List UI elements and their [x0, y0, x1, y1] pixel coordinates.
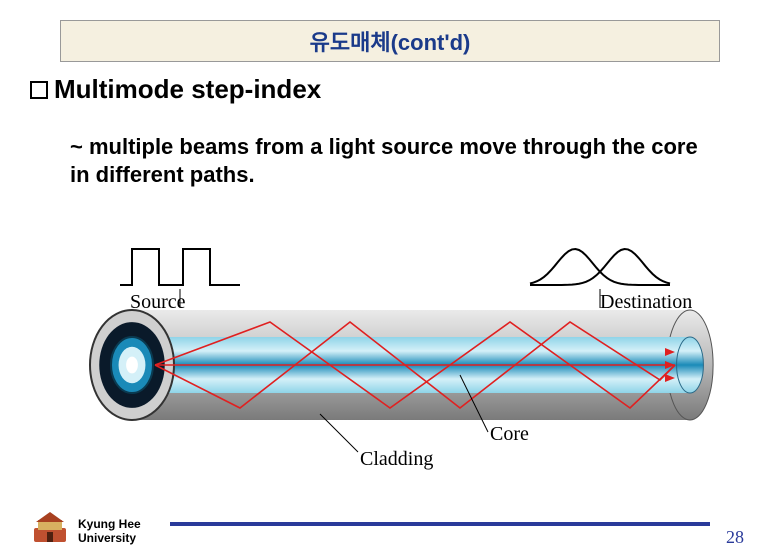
footer-rule: [170, 522, 710, 526]
slide-footer: Kyung Hee University 28: [30, 506, 750, 546]
svg-text:Cladding: Cladding: [360, 448, 433, 470]
fiber-diagram: Source Destination Core Cladding: [60, 240, 720, 470]
title-english: (cont'd): [391, 30, 471, 55]
heading-text: Multimode step-index: [54, 74, 321, 104]
svg-text:Source: Source: [130, 291, 186, 313]
university-logo-icon: [30, 512, 70, 546]
slide-title-bar: 유도매체(cont'd): [60, 20, 720, 62]
title-korean: 유도매체: [310, 30, 391, 55]
section-heading: Multimode step-index: [30, 74, 750, 105]
diagram-svg: Source Destination Core Cladding: [60, 240, 720, 470]
svg-text:Destination: Destination: [600, 291, 692, 313]
page-number: 28: [726, 527, 744, 548]
svg-text:Core: Core: [490, 423, 529, 445]
bullet-square-icon: [30, 81, 48, 99]
footer-org-line1: Kyung Hee: [78, 517, 141, 531]
footer-org-line2: University: [78, 531, 136, 545]
footer-org: Kyung Hee University: [78, 518, 141, 546]
description-text: ~ multiple beams from a light source mov…: [70, 133, 720, 188]
